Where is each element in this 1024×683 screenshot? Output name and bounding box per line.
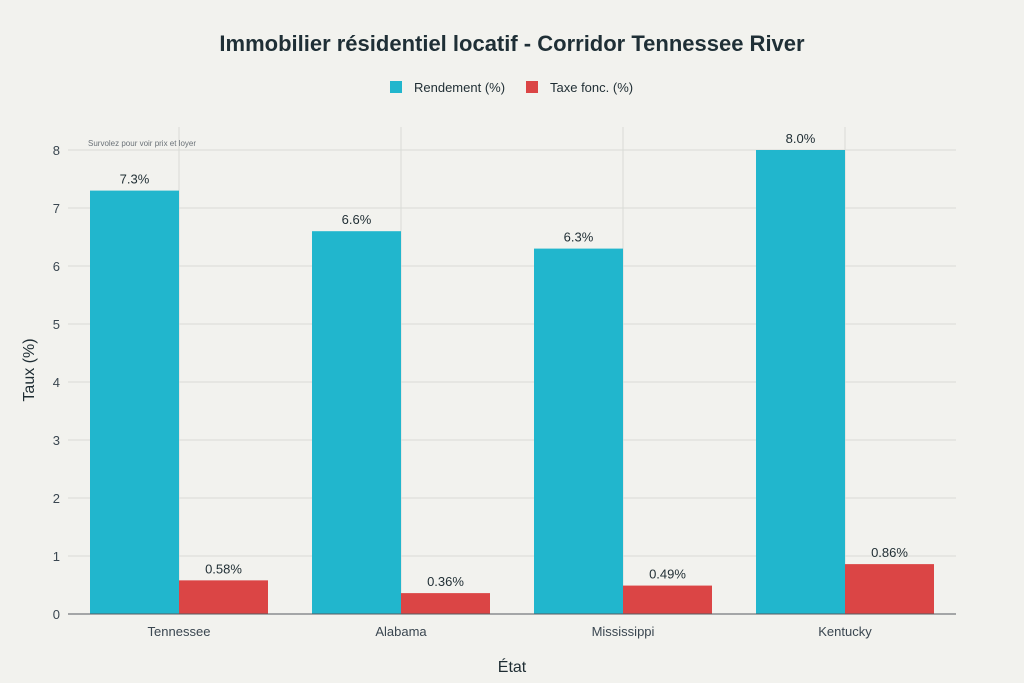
legend-swatch-rendement [390, 81, 402, 93]
x-axis-title: État [498, 657, 527, 676]
data-label-taxe-alabama: 0.36% [427, 574, 464, 589]
chart-title: Immobilier résidentiel locatif - Corrido… [219, 31, 805, 56]
bar-taxe-kentucky[interactable] [845, 564, 934, 614]
data-label-rendement-alabama: 6.6% [342, 212, 372, 227]
y-axis-title: Taux (%) [21, 338, 38, 401]
bars [90, 150, 934, 614]
x-tick-label-kentucky: Kentucky [818, 624, 872, 639]
data-label-taxe-kentucky: 0.86% [871, 545, 908, 560]
y-tick-label-1: 1 [53, 549, 60, 564]
data-labels: 7.3% 0.58% 6.6% 0.36% 6.3% 0.49% 8.0% 0.86% [120, 131, 909, 589]
y-tick-label-6: 6 [53, 259, 60, 274]
x-tick-label-mississippi: Mississippi [592, 624, 655, 639]
bar-rendement-kentucky[interactable] [756, 150, 845, 614]
axes: 0 1 2 3 4 5 6 7 8 Tennessee Alabama Mississippi Kent… [53, 143, 956, 639]
data-label-rendement-mississippi: 6.3% [564, 230, 594, 245]
y-tick-label-8: 8 [53, 143, 60, 158]
y-tick-label-0: 0 [53, 607, 60, 622]
y-tick-label-7: 7 [53, 201, 60, 216]
y-tick-label-4: 4 [53, 375, 60, 390]
bar-taxe-alabama[interactable] [401, 593, 490, 614]
data-label-rendement-kentucky: 8.0% [786, 131, 816, 146]
bar-rendement-tennessee[interactable] [90, 190, 179, 614]
y-tick-label-3: 3 [53, 433, 60, 448]
x-tick-label-alabama: Alabama [375, 624, 427, 639]
hover-hint: Survolez pour voir prix et loyer [88, 139, 196, 148]
legend-item-rendement[interactable]: Rendement (%) [390, 80, 505, 95]
bar-rendement-mississippi[interactable] [534, 248, 623, 614]
legend-swatch-taxe [526, 81, 538, 93]
legend-label-taxe: Taxe fonc. (%) [550, 80, 633, 95]
data-label-taxe-mississippi: 0.49% [649, 567, 686, 582]
bar-taxe-mississippi[interactable] [623, 585, 712, 614]
data-label-rendement-tennessee: 7.3% [120, 172, 150, 187]
data-label-taxe-tennessee: 0.58% [205, 561, 242, 576]
bar-rendement-alabama[interactable] [312, 231, 401, 614]
legend[interactable]: Rendement (%) Taxe fonc. (%) [390, 80, 633, 95]
y-tick-label-2: 2 [53, 491, 60, 506]
bar-taxe-tennessee[interactable] [179, 580, 268, 614]
legend-label-rendement: Rendement (%) [414, 80, 505, 95]
y-tick-label-5: 5 [53, 317, 60, 332]
x-tick-label-tennessee: Tennessee [148, 624, 211, 639]
legend-item-taxe[interactable]: Taxe fonc. (%) [526, 80, 633, 95]
